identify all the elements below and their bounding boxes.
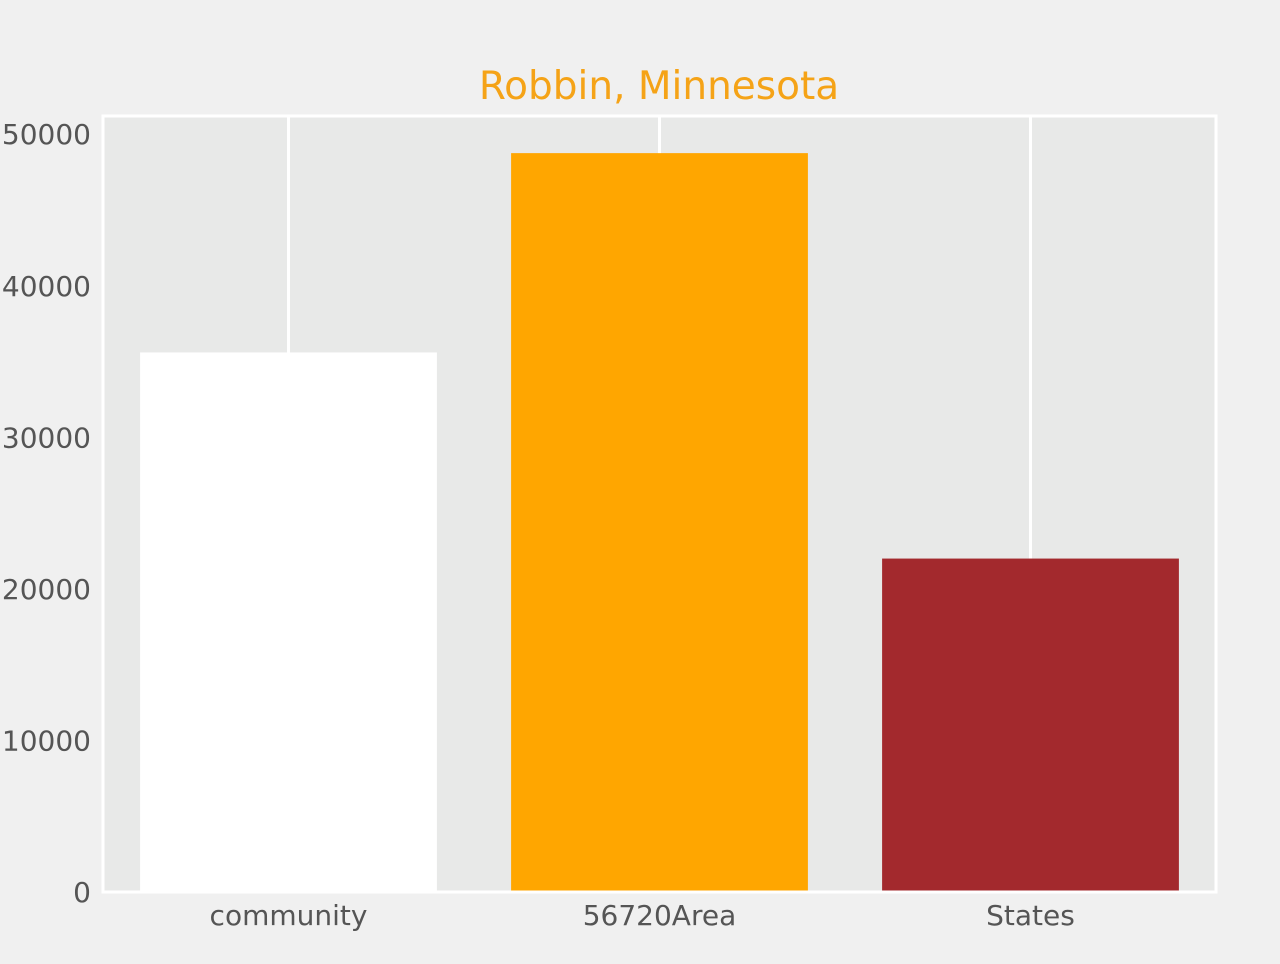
y-tick-label: 0 (73, 876, 91, 909)
bar-community (140, 352, 437, 892)
chart-title: Robbin, Minnesota (479, 64, 839, 109)
x-tick-label: 56720Area (583, 899, 737, 932)
plot-frame (101, 114, 1218, 894)
bars (140, 153, 1179, 892)
y-axis-ticks: 0 10000 20000 30000 40000 50000 (2, 118, 91, 909)
bar-states (882, 558, 1179, 892)
y-tick-label: 10000 (2, 724, 91, 757)
x-axis-ticks: community 56720Area States (210, 899, 1075, 932)
x-tick-label: States (986, 899, 1075, 932)
y-tick-label: 50000 (2, 118, 91, 151)
y-tick-label: 40000 (2, 270, 91, 303)
x-tick-label: community (210, 899, 368, 932)
y-tick-label: 20000 (2, 573, 91, 606)
bar-56720area (511, 153, 808, 892)
y-tick-label: 30000 (2, 421, 91, 454)
plot-border (101, 114, 1218, 894)
